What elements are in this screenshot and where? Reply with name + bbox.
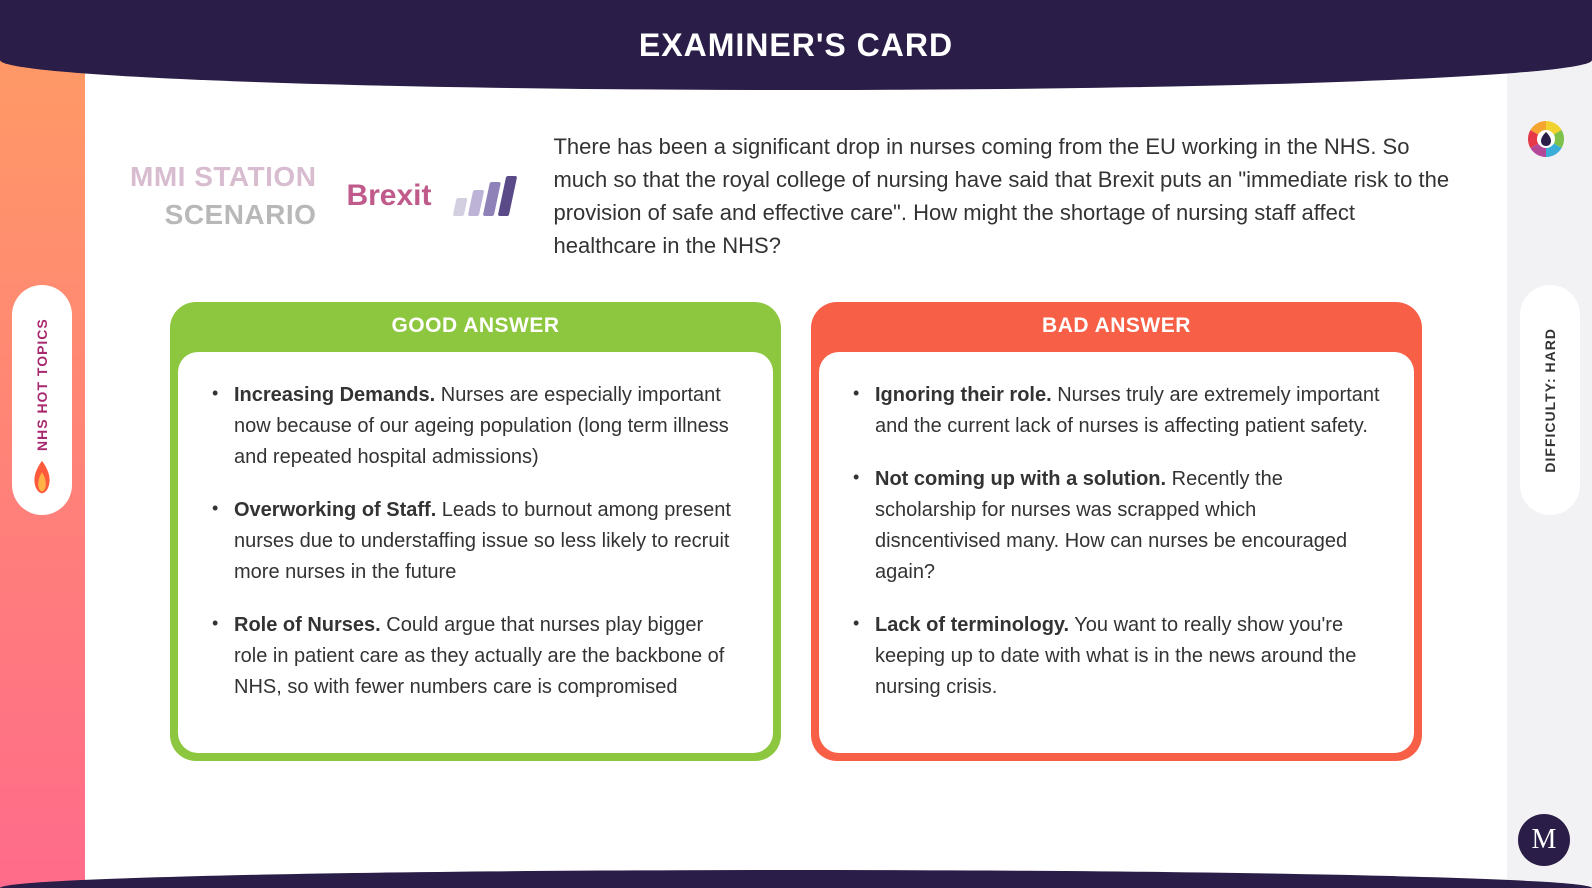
flame-icon [26, 459, 58, 497]
left-category-tab: NHS HOT TOPICS [12, 285, 72, 515]
main-content: MMI STATION SCENARIO Brexit There has be… [100, 130, 1492, 761]
bar-2 [468, 190, 485, 216]
good-answer-list: Increasing Demands. Nurses are especiall… [212, 380, 739, 703]
bad-answer-list: Ignoring their role. Nurses truly are ex… [853, 380, 1380, 703]
footer-curve [0, 870, 1592, 888]
scenario-text: There has been a significant drop in nur… [553, 130, 1462, 262]
left-tab-label: NHS HOT TOPICS [34, 303, 50, 451]
meter-logo-icon [1522, 115, 1570, 163]
scenario-row: MMI STATION SCENARIO Brexit There has be… [100, 130, 1492, 262]
right-tab-label: DIFFICULTY: HARD [1542, 328, 1558, 473]
page-title: EXAMINER'S CARD [639, 27, 953, 64]
topic-label: Brexit [346, 179, 431, 213]
bar-4 [498, 176, 518, 216]
page: EXAMINER'S CARD NHS HOT TOPICS DIFFICULT… [0, 0, 1592, 888]
good-answer-card: GOOD ANSWER Increasing Demands. Nurses a… [170, 302, 781, 761]
header-bar: EXAMINER'S CARD [0, 0, 1592, 90]
station-label-line1: MMI STATION [130, 158, 316, 196]
list-item: Role of Nurses. Could argue that nurses … [212, 610, 739, 703]
bad-answer-card: BAD ANSWER Ignoring their role. Nurses t… [811, 302, 1422, 761]
good-answer-body: Increasing Demands. Nurses are especiall… [178, 352, 773, 753]
bad-answer-header: BAD ANSWER [811, 302, 1422, 352]
brand-logo-letter: M [1532, 824, 1557, 856]
station-label: MMI STATION SCENARIO [130, 158, 316, 234]
right-difficulty-tab: DIFFICULTY: HARD [1520, 285, 1580, 515]
bar-1 [453, 198, 468, 216]
list-item: Increasing Demands. Nurses are especiall… [212, 380, 739, 473]
bad-answer-body: Ignoring their role. Nurses truly are ex… [819, 352, 1414, 753]
list-item: Overworking of Staff. Leads to burnout a… [212, 495, 739, 588]
cards-row: GOOD ANSWER Increasing Demands. Nurses a… [100, 302, 1492, 761]
list-item: Not coming up with a solution. Recently … [853, 464, 1380, 588]
bars-icon [453, 176, 518, 216]
list-item: Ignoring their role. Nurses truly are ex… [853, 380, 1380, 442]
brand-logo-icon: M [1518, 814, 1570, 866]
list-item: Lack of terminology. You want to really … [853, 610, 1380, 703]
good-answer-header: GOOD ANSWER [170, 302, 781, 352]
station-label-line2: SCENARIO [130, 196, 316, 234]
